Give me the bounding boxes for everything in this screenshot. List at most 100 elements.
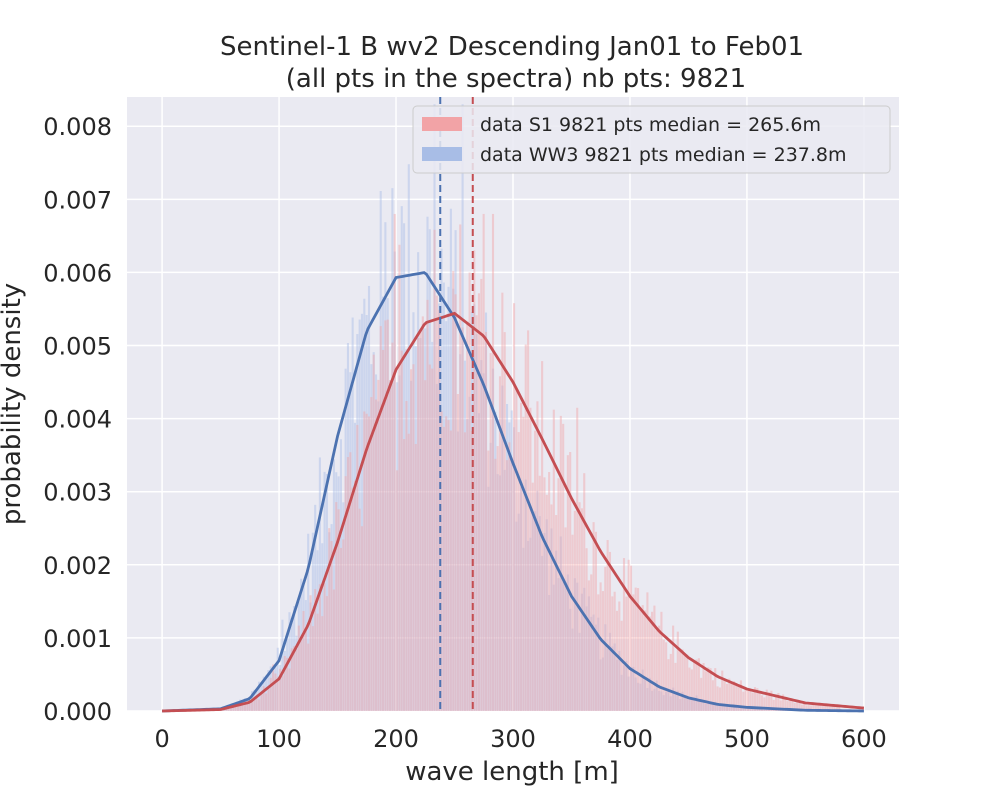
histogram-bar [648,677,651,711]
histogram-bar [243,703,247,711]
histogram-bar [751,692,754,711]
histogram-bar [447,420,450,711]
histogram-bar [316,613,319,711]
histogram-bar [419,337,422,711]
histogram-bar [527,540,530,711]
histogram-bar [283,650,286,711]
histogram-bar [267,670,270,711]
x-tick-label: 600 [841,725,887,753]
histogram-bar [606,648,609,711]
histogram-bar [545,519,548,711]
histogram-bar [363,298,366,711]
legend-box [412,105,891,174]
histogram-bar [632,666,635,711]
histogram-bar [325,473,328,711]
histogram-bar [515,387,518,711]
histogram-bar [559,536,562,711]
histogram-bar [728,678,731,711]
histogram-bar [672,625,675,711]
histogram-bar [484,331,488,711]
histogram-bar [644,678,647,711]
histogram-bar [229,707,233,711]
histogram-bar [438,309,441,711]
histogram-bar [412,364,415,711]
histogram-bar [641,605,644,711]
legend-label-s1: data S1 9821 pts median = 265.6m [480,114,821,136]
histogram-bar [328,528,331,711]
histogram-bar [681,691,684,711]
histogram-bar [676,690,679,711]
histogram-bar [796,702,799,711]
histogram-bar [269,666,272,711]
histogram-bar [468,396,471,711]
histogram-bar [288,668,291,711]
histogram-bar [487,450,490,711]
histogram-bar [274,667,277,711]
median-lines [439,97,474,711]
histogram-bar [520,402,523,711]
histogram-bar [714,701,717,711]
histogram-bar [814,702,817,711]
histogram-bar [534,430,537,711]
histogram-bar [239,705,242,711]
histogram-bar [707,703,710,711]
histogram-bar [653,605,656,711]
histogram-bar [548,472,551,711]
y-tick-label: 0.008 [43,113,112,141]
histogram-bar [335,502,338,711]
histogram-bar [742,706,745,711]
histogram-bar [531,482,534,711]
histogram-bar [262,676,265,711]
legend-label-ww3: data WW3 9821 pts median = 237.8m [480,144,847,166]
histogram-bar [428,229,431,711]
histogram-bar [573,510,576,711]
histogram-bar [601,657,605,711]
histogram-bar [386,298,389,711]
histogram-bar [732,706,736,711]
histogram-bar [323,471,326,711]
histogram-bar [267,687,270,711]
histogram-bar [660,611,663,711]
histogram-bar [810,705,813,711]
histogram-bar [494,458,497,711]
histogram-bar [735,683,738,711]
histogram-bar [576,582,579,711]
histogram-bar [730,682,733,711]
histogram-bar [431,368,434,711]
histogram-bar [370,364,373,711]
histogram-bar [651,690,654,711]
histogram-bar [405,401,408,711]
histogram-bar [302,611,305,711]
histogram-bar [417,338,420,711]
histogram-bar [473,304,476,711]
histogram-bar [363,411,366,711]
histogram-bar [716,704,719,711]
histogram-bar [494,411,497,711]
histogram-bar [618,650,621,711]
histogram-bar [407,433,410,711]
histogram-bar [403,223,406,711]
histogram-bar [279,668,282,711]
histogram-bar [356,334,359,711]
histogram-bar [307,643,310,711]
histogram-bar [454,294,457,711]
histogram-bar [293,605,296,711]
histogram-bar [330,541,333,711]
histogram-bar [571,534,574,711]
histogram-bar [669,696,672,711]
histogram-bar [391,188,394,711]
histogram-bar [636,588,640,711]
histogram-bar [440,411,443,711]
histogram-bar [283,656,286,711]
histogram-bar [342,502,345,711]
histogram-bar [524,479,527,711]
histogram-bar [276,676,279,711]
histogram-bar [587,596,590,711]
histogram-bar [838,704,841,711]
histogram-bar [421,316,424,711]
histogram-bar [505,404,509,711]
histogram-bar [718,687,721,711]
histogram-bar [667,691,670,711]
histogram-bar [758,691,761,711]
histogram-bar [700,677,703,711]
